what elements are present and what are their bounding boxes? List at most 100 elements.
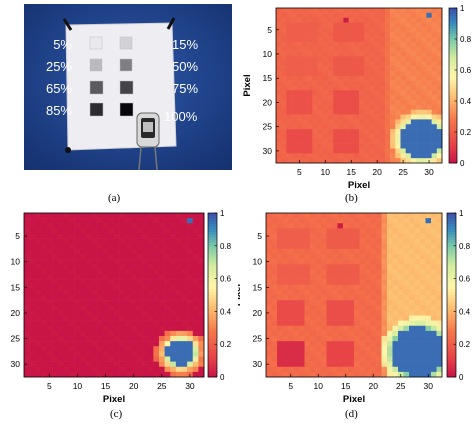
heatmap-cell [175, 310, 182, 316]
heatmap-cell [321, 315, 327, 321]
heatmap-cell [425, 254, 432, 260]
heatmap-cell [80, 315, 87, 321]
colorbar-step [208, 314, 217, 318]
heatmap-cell [40, 259, 47, 265]
heatmap-cell [364, 95, 370, 101]
heatmap-cell [114, 218, 120, 224]
x-tick-label: 20 [369, 381, 379, 391]
heatmap-cell [108, 279, 115, 286]
colorbar-step [208, 284, 217, 288]
heatmap-cell [354, 325, 360, 332]
heatmap-cell [327, 12, 334, 18]
heatmap-cell [119, 284, 126, 291]
heatmap-cell [400, 100, 406, 106]
heatmap-cell [321, 228, 327, 234]
heatmap-cell [276, 17, 282, 23]
heatmap-cell [405, 66, 412, 72]
heatmap-cell [312, 100, 318, 106]
heatmap-cell [416, 17, 422, 23]
heatmap-cell [91, 310, 98, 316]
heatmap-cell [136, 346, 143, 352]
heatmap-cell [410, 119, 417, 125]
heatmap-cell [282, 289, 289, 296]
heatmap-cell [315, 336, 322, 342]
heatmap-cell [332, 254, 338, 260]
heatmap-cell [390, 8, 396, 14]
heatmap-cell [333, 90, 339, 96]
heatmap-cell [365, 279, 371, 286]
heatmap-cell [403, 259, 410, 265]
heatmap-cell [379, 104, 386, 111]
heatmap-cell [365, 320, 371, 327]
heatmap-cells [276, 8, 443, 164]
heatmap-cell [170, 274, 177, 280]
heatmap-cell [29, 356, 36, 362]
heatmap-cell [310, 243, 316, 250]
heatmap-cell [338, 124, 344, 130]
heatmap-cell [333, 138, 339, 144]
heatmap-cell [333, 119, 339, 125]
heatmap-cell [364, 12, 370, 18]
heatmap-cell [405, 51, 412, 57]
heatmap-cell [119, 320, 126, 327]
heatmap-cell [359, 248, 366, 255]
heatmap-cell [420, 284, 426, 291]
heatmap-cell [379, 109, 386, 115]
heatmap-cell [63, 259, 70, 265]
heatmap-cell [321, 248, 327, 255]
heatmap-cell [29, 213, 36, 219]
heatmap-cell [322, 32, 329, 38]
heatmap-cell [315, 254, 322, 260]
heatmap-cell [114, 356, 120, 362]
heatmap-cell [338, 153, 344, 159]
heatmap-cell [395, 32, 401, 38]
heatmap-cell [376, 223, 382, 229]
heatmap-cell [338, 61, 344, 67]
heatmap-cell [384, 143, 391, 149]
heatmap-cell [421, 80, 427, 86]
heatmap-cell [80, 279, 87, 286]
heatmap-cell [354, 361, 360, 368]
heatmap-cell [175, 254, 182, 260]
colorbar-step [449, 20, 457, 24]
heatmap-cell [170, 259, 177, 265]
heatmap-cell [426, 17, 432, 23]
heatmap-cell [420, 300, 426, 306]
heatmap-cell [102, 356, 109, 362]
heatmap-cell [57, 341, 64, 347]
heatmap-cell [312, 133, 318, 140]
heatmap-cell [333, 70, 339, 77]
heatmap-cell [374, 46, 381, 52]
colorbar-step [447, 305, 456, 310]
heatmap-cell [114, 320, 120, 327]
heatmap-cell [296, 37, 303, 43]
heatmap-cell [317, 109, 323, 115]
heatmap-cell [405, 133, 412, 140]
heatmap-cell [119, 336, 126, 342]
colorbar-step [208, 243, 217, 247]
heatmap-cell [136, 289, 143, 296]
heatmap-cell [29, 300, 36, 306]
heatmap-cell [338, 158, 344, 164]
heatmap-cell [181, 325, 188, 332]
heatmap-cell [46, 315, 53, 321]
heatmap-cell [97, 223, 104, 229]
heatmap-cell [395, 114, 401, 120]
heatmap-cell [370, 356, 377, 362]
colorbar-step [449, 108, 457, 112]
heatmap-cell [52, 238, 59, 245]
heatmap-cell [296, 138, 303, 144]
heatmap-cell [365, 264, 371, 270]
heatmap-cell [52, 243, 59, 250]
heatmap-cell [317, 85, 323, 91]
colorbar-step [449, 62, 457, 66]
heatmap-cell [114, 274, 120, 280]
heatmap-cell [337, 346, 344, 352]
heatmap-cell [414, 259, 421, 265]
heatmap-cell [409, 356, 415, 362]
heatmap-cell [333, 66, 339, 72]
heatmap-cell [108, 341, 115, 347]
heatmap-cell [400, 70, 406, 77]
heatmap-cell [276, 37, 282, 43]
heatmap-cell [348, 218, 355, 224]
